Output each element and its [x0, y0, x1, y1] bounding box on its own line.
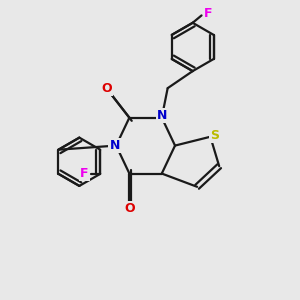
Text: N: N	[157, 109, 167, 122]
Text: F: F	[204, 8, 212, 20]
Text: F: F	[80, 167, 88, 180]
Text: N: N	[110, 139, 120, 152]
Text: S: S	[210, 129, 219, 142]
Text: O: O	[124, 202, 135, 215]
Text: O: O	[101, 82, 112, 95]
